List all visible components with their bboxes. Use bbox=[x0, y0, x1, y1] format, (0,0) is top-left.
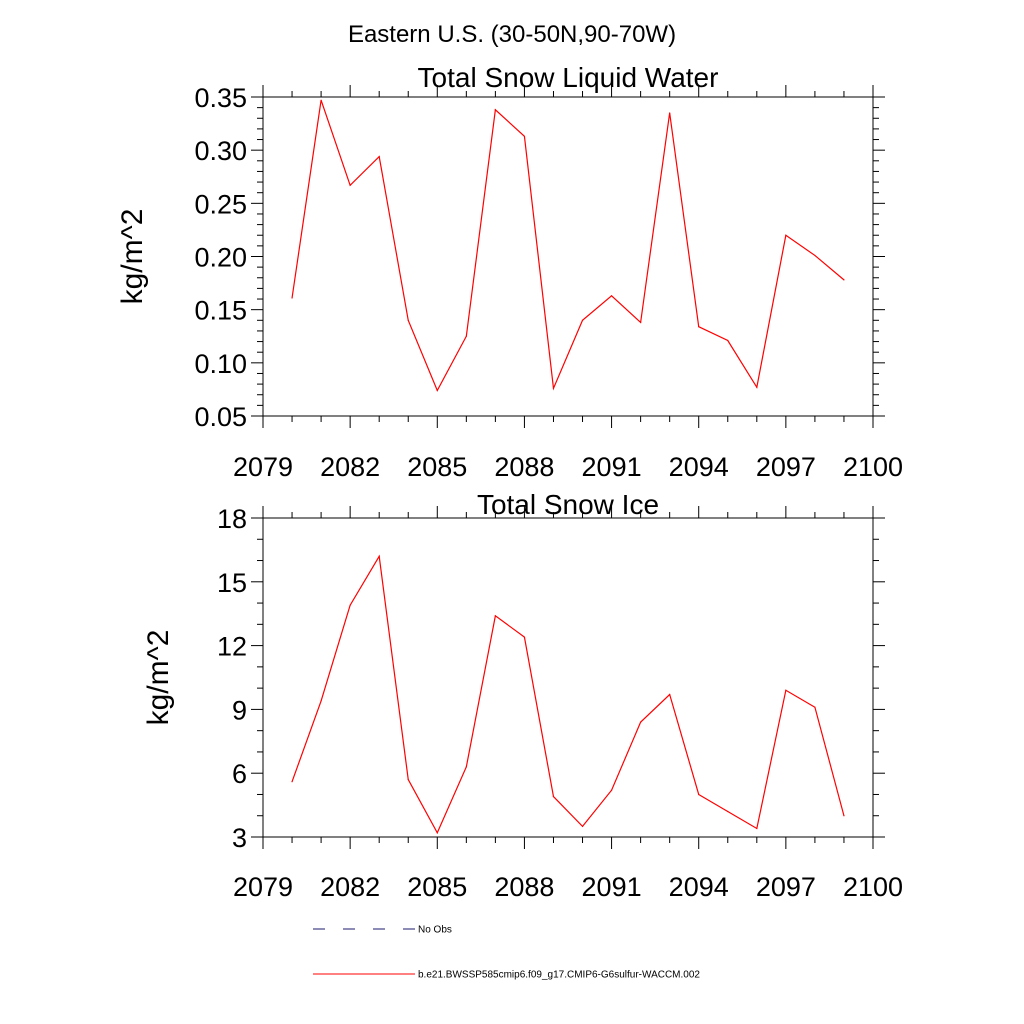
y-tick-label: 0.35 bbox=[194, 83, 247, 113]
figure-supertitle: Eastern U.S. (30-50N,90-70W) bbox=[348, 21, 676, 48]
data-point bbox=[610, 295, 613, 297]
y-tick-label: 15 bbox=[217, 568, 247, 598]
data-point bbox=[669, 693, 671, 696]
data-point bbox=[320, 700, 322, 702]
y-tick-label: 0.20 bbox=[194, 243, 247, 273]
data-point bbox=[581, 825, 584, 827]
x-tick-label: 2088 bbox=[494, 452, 554, 482]
data-point bbox=[494, 615, 496, 617]
x-tick-label: 2100 bbox=[843, 452, 903, 482]
data-point bbox=[291, 781, 293, 783]
data-point bbox=[727, 810, 729, 813]
y-tick-label: 0.15 bbox=[194, 296, 247, 326]
x-tick-label: 2085 bbox=[407, 872, 467, 902]
data-point bbox=[843, 279, 845, 281]
data-point bbox=[814, 706, 816, 708]
plot-frame bbox=[262, 517, 874, 838]
data-point bbox=[552, 387, 555, 389]
y-tick-label: 12 bbox=[217, 632, 247, 662]
data-point bbox=[814, 254, 816, 257]
data-point bbox=[581, 319, 584, 321]
x-tick-label: 2100 bbox=[843, 872, 903, 902]
x-tick-label: 2088 bbox=[494, 872, 554, 902]
y-tick-label: 0.05 bbox=[194, 402, 247, 432]
legend-label-2: b.e21.BWSSP585cmip6.f09_g17.CMIP6-G6sulf… bbox=[418, 970, 700, 981]
x-tick-label: 2091 bbox=[582, 452, 642, 482]
data-point bbox=[640, 321, 642, 324]
x-tick-label: 2079 bbox=[233, 452, 293, 482]
series-line bbox=[291, 99, 845, 392]
y-tick-label: 9 bbox=[232, 695, 247, 725]
x-tick-label: 2097 bbox=[756, 872, 816, 902]
series-line bbox=[291, 554, 845, 835]
chart-title: Total Snow Ice bbox=[477, 489, 659, 520]
chart-title: Total Snow Liquid Water bbox=[418, 62, 719, 93]
data-point bbox=[436, 832, 438, 834]
x-tick-label: 2079 bbox=[233, 872, 293, 902]
data-point bbox=[494, 109, 496, 111]
data-point bbox=[669, 112, 671, 114]
data-point bbox=[756, 386, 758, 388]
y-tick-label: 0.25 bbox=[194, 189, 247, 219]
data-point bbox=[785, 234, 787, 236]
y-axis-label: kg/m^2 bbox=[116, 209, 149, 305]
y-tick-label: 3 bbox=[232, 823, 247, 853]
x-tick-label: 2094 bbox=[669, 452, 729, 482]
y-tick-label: 0.10 bbox=[194, 349, 247, 379]
x-tick-label: 2094 bbox=[669, 872, 729, 902]
data-point bbox=[523, 636, 526, 638]
data-point bbox=[320, 99, 322, 101]
data-point bbox=[756, 827, 758, 830]
chart-panels: Total Snow Liquid Water 2079 2082 2085 2088 2… bbox=[116, 62, 903, 902]
chart-panel-1: Total Snow Liquid Water 2079 2082 2085 2088 2… bbox=[116, 62, 903, 482]
data-point bbox=[698, 793, 700, 796]
data-point bbox=[640, 721, 642, 723]
y-tick-label: 0.30 bbox=[194, 136, 247, 166]
data-point bbox=[407, 778, 409, 781]
x-tick-label: 2082 bbox=[320, 872, 380, 902]
data-point bbox=[785, 689, 787, 691]
data-point bbox=[698, 326, 700, 328]
x-tick-label: 2091 bbox=[582, 872, 642, 902]
x-tick-label: 2085 bbox=[407, 452, 467, 482]
data-point bbox=[552, 795, 555, 798]
data-point bbox=[349, 604, 351, 606]
data-point bbox=[465, 766, 467, 768]
data-point bbox=[407, 319, 409, 321]
data-point bbox=[436, 389, 438, 392]
data-point bbox=[727, 339, 729, 342]
data-point bbox=[291, 297, 293, 299]
data-point bbox=[843, 815, 845, 817]
data-point bbox=[523, 135, 526, 137]
data-point bbox=[378, 555, 380, 557]
data-point bbox=[610, 789, 613, 791]
y-tick-label: 6 bbox=[232, 759, 247, 789]
legend-label-1: No Obs bbox=[418, 925, 452, 936]
data-point bbox=[378, 155, 380, 158]
x-tick-label: 2082 bbox=[320, 452, 380, 482]
legend: No Obs b.e21.BWSSP585cmip6.f09_g17.CMIP6-… bbox=[313, 925, 700, 981]
chart-panel-2: Total Snow Ice 2079 2082 2085 2088 2091 2094 20… bbox=[142, 489, 903, 902]
y-axis-label: kg/m^2 bbox=[142, 630, 175, 726]
x-tick-label: 2097 bbox=[756, 452, 816, 482]
data-point bbox=[349, 184, 351, 186]
data-point bbox=[465, 335, 467, 337]
y-tick-label: 18 bbox=[217, 504, 247, 534]
